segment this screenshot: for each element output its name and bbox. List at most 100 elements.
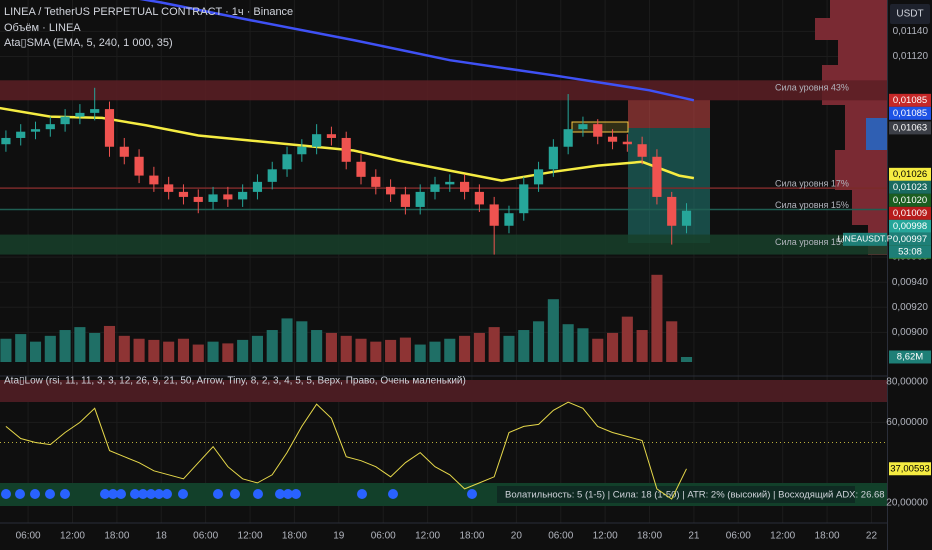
x-tick-label: 12:00 — [770, 531, 795, 542]
signal-dot — [100, 489, 110, 499]
profile-bar — [815, 18, 887, 40]
oscillator-line — [5, 401, 687, 500]
ma-line — [139, 0, 695, 102]
y-tick-label: 80,00000 — [886, 377, 928, 388]
unit-label: USDT — [896, 9, 923, 20]
candle-body — [1, 137, 11, 145]
signal-dot — [45, 489, 55, 499]
candle-body — [637, 144, 647, 157]
x-tick-label: 21 — [688, 531, 700, 542]
volume-bar — [281, 318, 293, 362]
volume-bar — [370, 341, 382, 362]
volume-bar — [207, 341, 219, 362]
symbol-title: LINEA / TetherUS PERPETUAL CONTRACT · 1ч… — [4, 6, 293, 18]
price-label-box — [889, 106, 931, 120]
signal-dot — [108, 489, 118, 499]
volume-bar — [177, 338, 190, 362]
volume-bar — [192, 344, 204, 362]
countdown-box — [889, 245, 931, 258]
volume-bar — [666, 321, 678, 362]
signal-dot — [146, 489, 156, 499]
profile-bar — [866, 118, 887, 150]
volume-title: Объём · LINEA — [4, 22, 81, 34]
candle-body — [282, 154, 292, 170]
price-label-box — [889, 180, 931, 194]
y-tick-label: 0,00900 — [892, 327, 929, 338]
volume-bar — [606, 332, 619, 362]
price-axis — [888, 0, 932, 550]
price-label-box — [889, 206, 931, 220]
x-tick-label: 22 — [866, 531, 878, 542]
candle-body — [563, 129, 573, 147]
volume-bar — [148, 339, 160, 362]
volume-bar — [444, 338, 456, 362]
candle-body — [356, 161, 366, 177]
x-tick-label: 18:00 — [104, 531, 129, 542]
candle-body — [489, 204, 499, 226]
signal-dot — [1, 489, 11, 499]
signal-dot — [230, 489, 240, 499]
osc-label-box — [889, 462, 931, 476]
candle-body — [607, 136, 618, 142]
volume-bar — [503, 335, 515, 362]
level-label: Сила уровня 15% — [775, 200, 849, 210]
volume-bar — [103, 325, 116, 362]
candle-body — [90, 109, 100, 113]
candle-body — [430, 184, 440, 192]
signal-dot — [253, 489, 263, 499]
x-tick-label: 18:00 — [282, 531, 307, 542]
candle-body — [119, 146, 129, 157]
signal-dot — [275, 489, 285, 499]
x-tick-label: 18:00 — [815, 531, 840, 542]
volume-bar — [355, 338, 367, 362]
volume-bar — [680, 356, 693, 362]
candle-body — [504, 213, 514, 226]
volume-bar — [459, 335, 471, 362]
candle-body — [415, 191, 425, 207]
volume-bar — [399, 337, 411, 362]
candle-body — [16, 131, 26, 138]
volume-bar — [29, 341, 42, 362]
x-tick-label: 06:00 — [726, 531, 751, 542]
candle-body — [519, 184, 529, 214]
y-tick-label: 0,00940 — [892, 277, 929, 288]
volume-bar — [651, 274, 663, 362]
volume-bar — [473, 332, 485, 362]
candle-body — [252, 181, 263, 192]
volume-bar — [251, 335, 263, 362]
volume-bar — [237, 339, 249, 362]
signal-dot — [138, 489, 148, 499]
price-label-box — [889, 232, 931, 246]
candle-body — [267, 169, 277, 182]
candle-body — [104, 109, 115, 147]
x-tick-label: 12:00 — [593, 531, 618, 542]
candle-body — [134, 156, 144, 176]
price-label: 0,00998 — [893, 221, 927, 232]
level-band — [0, 234, 887, 255]
axis-labels: 06:00 12:00 18:00 18 06:00 12:00 18:00 19 06:00 1… — [16, 26, 931, 542]
candle-body — [681, 210, 692, 226]
signal-dot — [15, 489, 25, 499]
signal-dot — [154, 489, 164, 499]
candle-body — [474, 191, 484, 205]
price-label: 0,00997 — [893, 234, 927, 245]
candle-body — [667, 196, 677, 226]
profile-bar — [835, 150, 887, 190]
volume-bar — [385, 339, 397, 362]
price-label-box — [889, 121, 931, 135]
level-label: Сила уровня 17% — [775, 179, 849, 189]
candle-body — [312, 134, 322, 147]
candle-body — [75, 112, 85, 117]
candle-body — [297, 146, 307, 155]
ma-line — [0, 106, 695, 182]
x-tick-label: 18:00 — [637, 531, 662, 542]
volume-bar — [59, 330, 71, 362]
osc-label: 37,00593 — [890, 463, 930, 474]
candle-body — [193, 196, 203, 202]
stop-box — [628, 100, 710, 128]
signal-dot — [388, 489, 398, 499]
volume-bar — [163, 341, 175, 362]
volume-bar — [488, 327, 500, 362]
candle-body — [400, 194, 410, 207]
